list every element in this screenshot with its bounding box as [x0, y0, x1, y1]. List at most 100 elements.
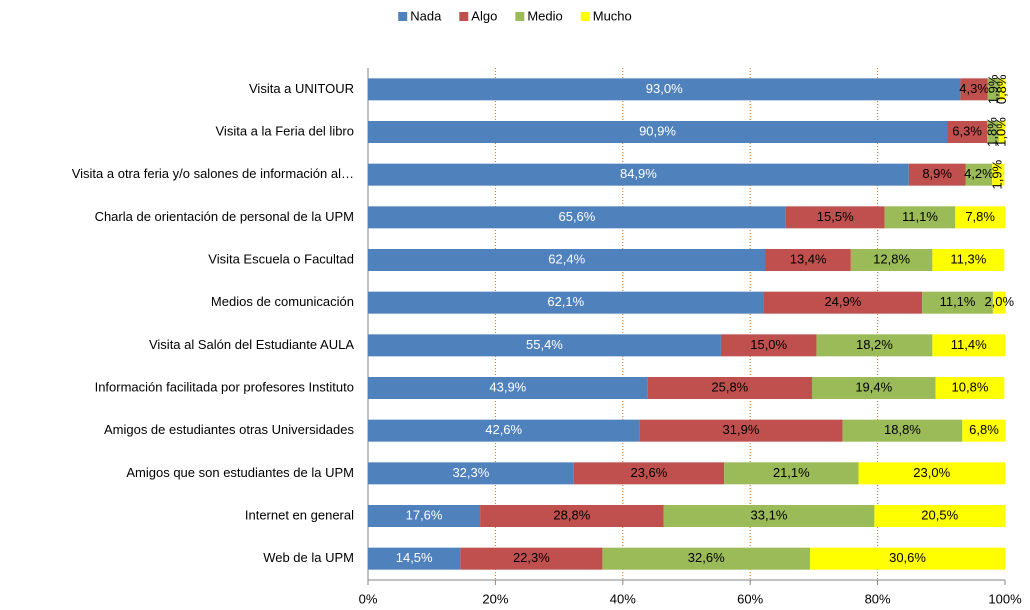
data-label: 23,6%	[630, 465, 667, 480]
legend-swatch	[459, 12, 469, 21]
bar-segment	[368, 163, 909, 186]
data-label: 20,5%	[921, 507, 958, 522]
bar-segment	[955, 206, 1005, 229]
data-label: 62,4%	[548, 251, 585, 266]
bar-segment	[874, 505, 1005, 527]
bar-segment	[932, 334, 1005, 357]
legend-label: Algo	[471, 8, 497, 23]
bar-segment	[573, 462, 725, 485]
legend-label: Mucho	[593, 8, 632, 23]
bar-segment	[663, 505, 875, 527]
x-tick-label: 80%	[865, 591, 891, 606]
data-label: 30,6%	[889, 550, 926, 565]
x-tick-label: 0%	[359, 591, 378, 606]
bar-segment	[765, 249, 851, 271]
data-label: 65,6%	[558, 209, 595, 224]
data-label: 21,1%	[773, 465, 810, 480]
bar-segment	[908, 163, 966, 186]
bar-segment	[647, 377, 812, 399]
data-label: 32,3%	[452, 465, 489, 480]
bar-segment	[368, 462, 574, 485]
data-label: 25,8%	[711, 379, 748, 394]
data-label: 1,0%	[993, 117, 1008, 147]
bar-segment	[992, 291, 1006, 314]
bar-segment	[368, 377, 648, 399]
bar-segment	[962, 419, 1006, 442]
data-label: 22,3%	[513, 550, 550, 565]
y-tick-label: Medios de comunicación	[211, 294, 354, 309]
bar-segment	[842, 419, 963, 442]
x-tick-label: 100%	[988, 591, 1022, 606]
bar-segment	[368, 121, 948, 143]
bar-segment	[922, 291, 993, 314]
bar-segment	[992, 163, 1005, 186]
bar-segment	[368, 291, 764, 314]
bar-segment	[763, 291, 923, 314]
y-tick-label: Visita al Salón del Estudiante AULA	[149, 337, 354, 352]
data-label: 1,9%	[990, 159, 1005, 189]
data-label: 14,5%	[396, 550, 433, 565]
data-label: 11,3%	[950, 251, 986, 266]
data-label: 33,1%	[751, 507, 788, 522]
data-label: 4,3%	[959, 81, 989, 96]
bar-segment	[368, 249, 766, 271]
bar-segment	[932, 249, 1005, 271]
legend-swatch	[398, 12, 408, 21]
bar-segment	[987, 121, 999, 143]
bar-segment	[602, 547, 811, 570]
data-label: 1,9%	[985, 74, 1000, 104]
y-tick-label: Visita a otra feria y/o salones de infor…	[72, 166, 354, 181]
data-label: 15,5%	[817, 209, 854, 224]
bar-segment	[935, 377, 1005, 399]
bar-segment	[480, 505, 664, 527]
legend-label: Medio	[527, 8, 562, 23]
y-tick-label: Información facilitada por profesores In…	[95, 379, 354, 394]
data-label: 4,2%	[964, 166, 994, 181]
legend: Nada Algo Medio Mucho	[398, 8, 632, 23]
data-label: 11,4%	[951, 337, 987, 352]
bar-segment	[960, 78, 988, 101]
bar-segment	[368, 206, 786, 229]
data-label: 17,6%	[406, 507, 443, 522]
bar-segment	[811, 377, 936, 399]
data-label: 15,0%	[750, 337, 787, 352]
bar-segment	[639, 419, 843, 442]
bar-segment	[987, 78, 1000, 101]
data-label: 28,8%	[553, 507, 590, 522]
bar-segment	[368, 78, 961, 101]
data-label: 84,9%	[620, 166, 657, 181]
data-label: 62,1%	[547, 294, 584, 309]
data-label: 7,8%	[965, 209, 995, 224]
data-label: 0,8%	[994, 74, 1009, 104]
y-tick-label: Amigos de estudiantes otras Universidade…	[104, 422, 355, 437]
data-label: 32,6%	[688, 550, 725, 565]
data-label: 42,6%	[485, 422, 522, 437]
bar-segment	[816, 334, 933, 357]
data-label: 18,2%	[856, 337, 893, 352]
bar-segment	[850, 249, 933, 271]
data-label: 6,3%	[952, 123, 982, 138]
data-label: 24,9%	[824, 294, 861, 309]
bar-segment	[724, 462, 859, 485]
legend-label: Nada	[410, 8, 442, 23]
y-tick-label: Visita Escuela o Facultad	[208, 251, 354, 266]
data-label: 31,9%	[723, 422, 760, 437]
bar-segment	[720, 334, 817, 357]
bar-segment	[858, 462, 1005, 485]
data-label: 23,0%	[913, 465, 950, 480]
data-label: 11,1%	[902, 209, 938, 224]
y-tick-label: Charla de orientación de personal de la …	[95, 209, 354, 224]
bar-segment	[947, 121, 988, 143]
bar-segment	[368, 334, 721, 357]
bar-segment	[999, 78, 1005, 101]
bar-segment	[368, 547, 461, 570]
y-tick-label: Internet en general	[245, 507, 354, 522]
bar-segment	[785, 206, 885, 229]
legend-swatch	[515, 12, 525, 21]
bar-segment	[368, 419, 640, 442]
x-tick-label: 60%	[737, 591, 763, 606]
data-label: 55,4%	[526, 337, 563, 352]
data-label: 6,8%	[969, 422, 999, 437]
data-label: 93,0%	[646, 81, 683, 96]
